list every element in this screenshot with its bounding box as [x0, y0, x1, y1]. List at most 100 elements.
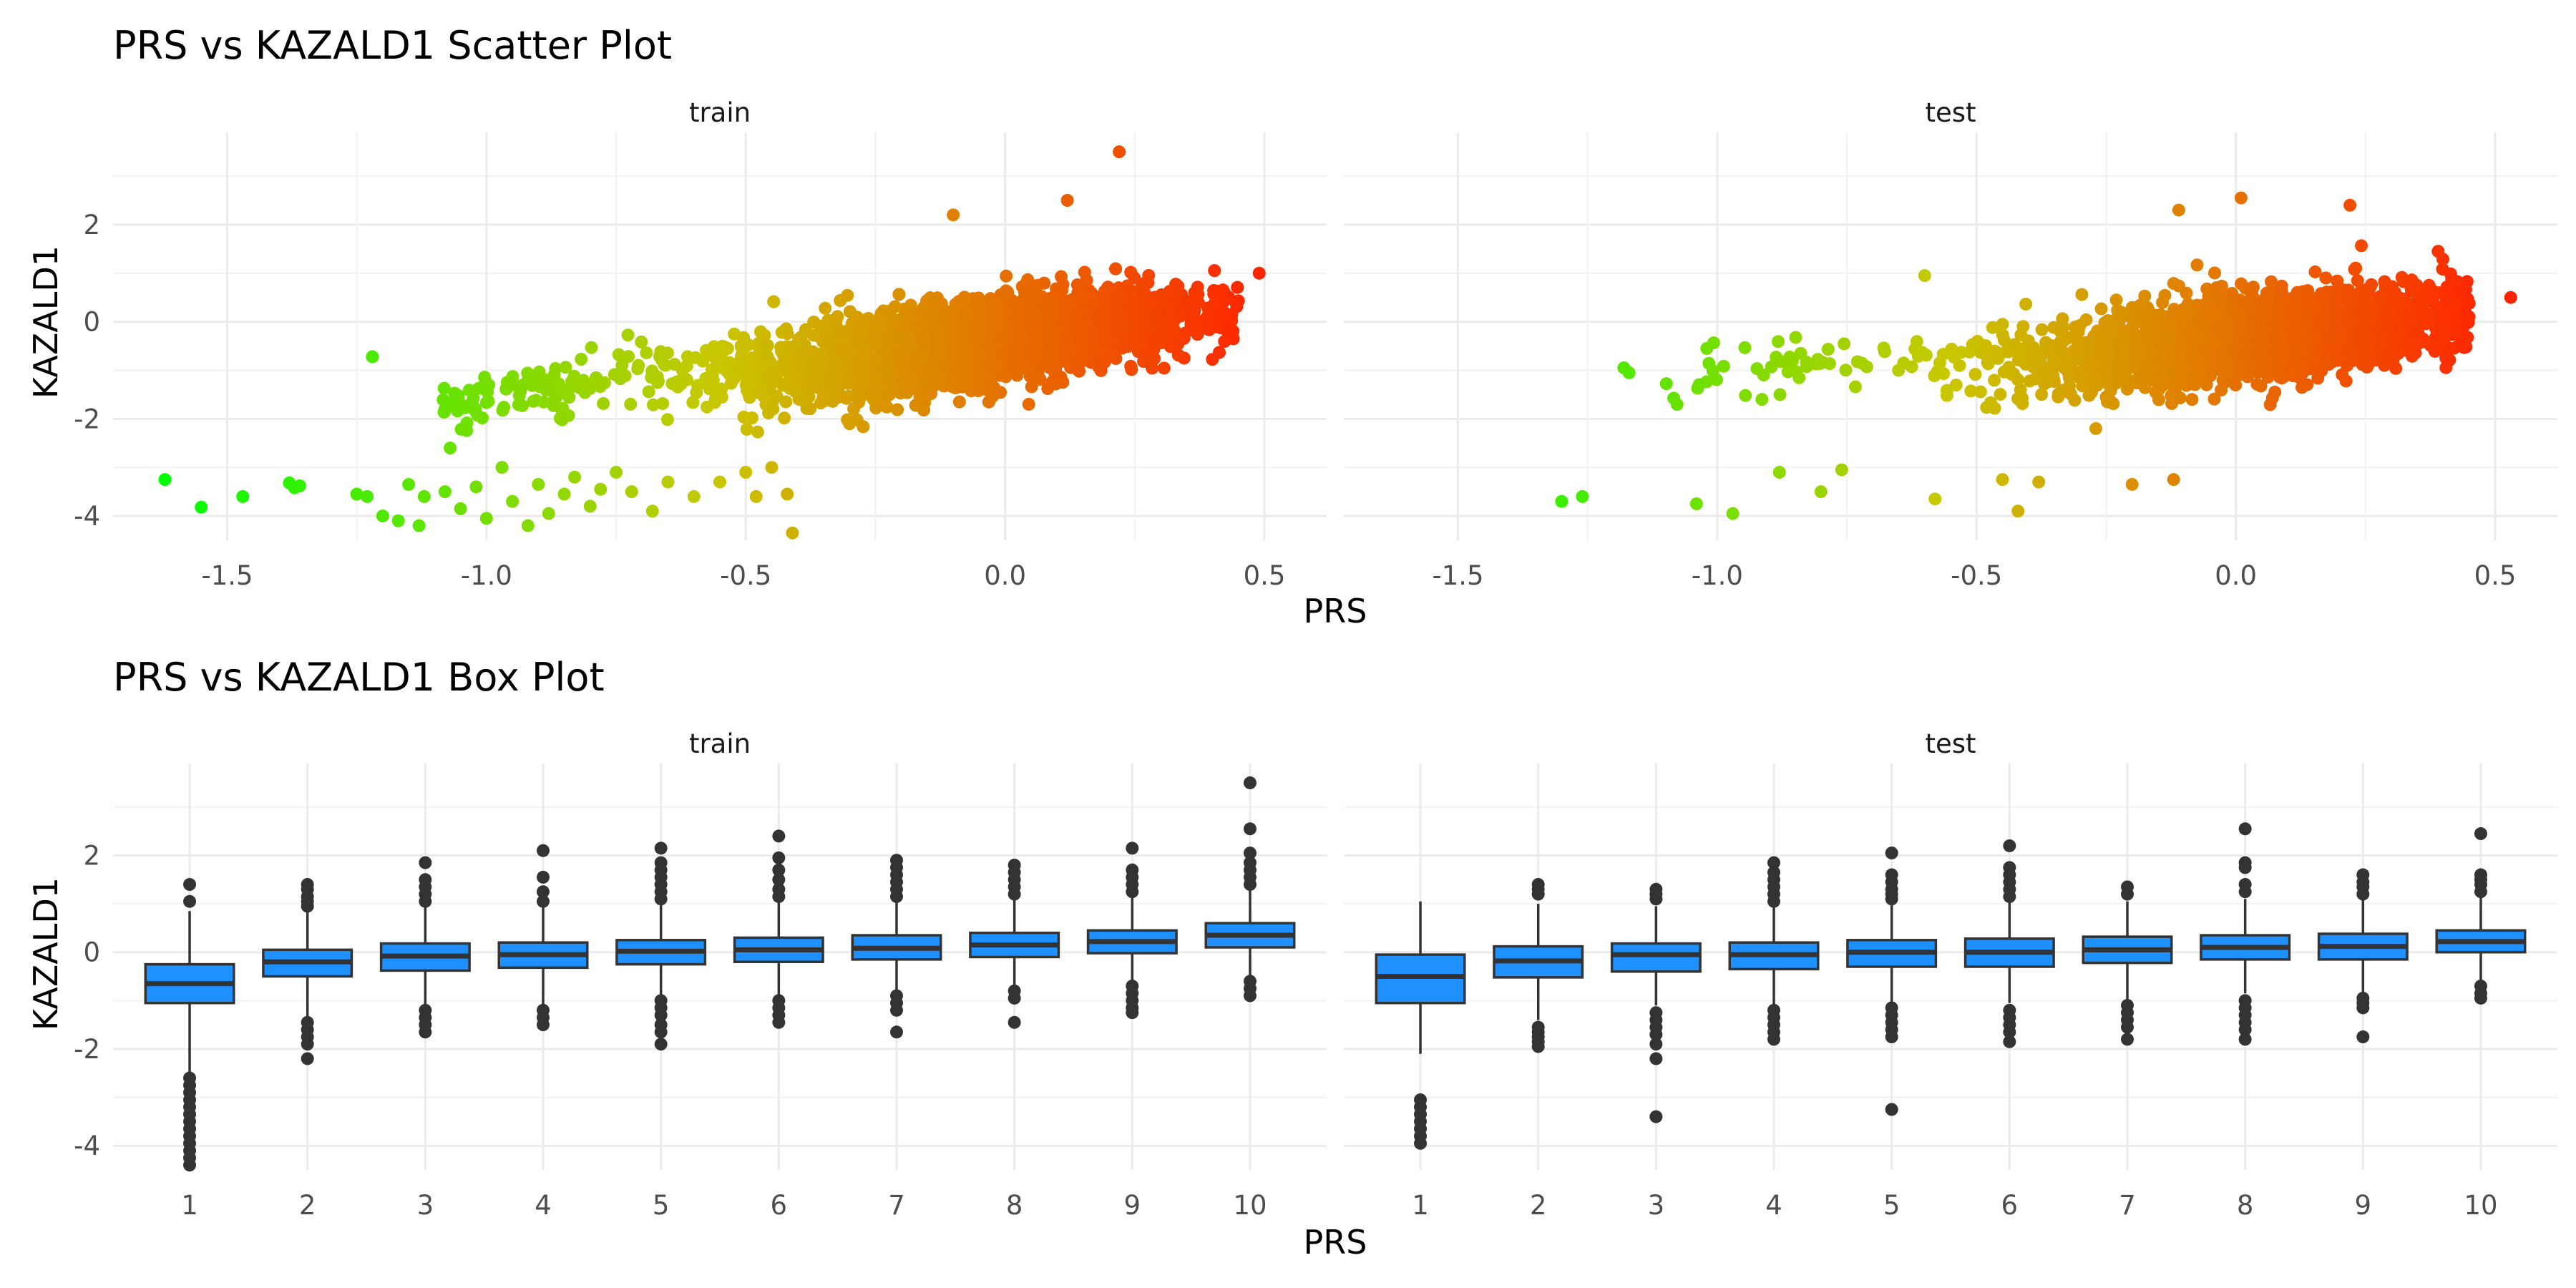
scatter-point [557, 383, 570, 396]
scatter-point [917, 404, 931, 417]
scatter-point [621, 328, 635, 342]
scatter-point [765, 461, 779, 474]
scatter-facet-test-label: test [1925, 97, 1976, 128]
scatter-point [714, 348, 728, 362]
scatter-point [1029, 333, 1043, 347]
scatter-x-tick-label: -0.5 [1951, 560, 2002, 591]
scatter-point [1022, 397, 1035, 411]
scatter-point [844, 323, 857, 337]
scatter-point [867, 392, 880, 406]
scatter-point [737, 410, 751, 424]
scatter-point [366, 350, 379, 364]
scatter-point [1046, 375, 1060, 389]
scatter-point [734, 339, 748, 353]
scatter-point [661, 475, 675, 489]
scatter-x-tick-label: -1.5 [1432, 560, 1483, 591]
scatter-point [852, 395, 866, 409]
scatter-point [872, 380, 886, 394]
scatter-point [594, 482, 608, 496]
scatter-point [831, 310, 844, 323]
scatter-point [1218, 306, 1231, 319]
scatter-x-tick-label: 0.5 [1244, 560, 1286, 591]
scatter-y-tick-label: -2 [74, 404, 100, 434]
scatter-point [957, 291, 971, 304]
scatter-point [1125, 363, 1138, 376]
scatter-point [1252, 266, 1266, 280]
scatter-point [361, 489, 374, 503]
scatter-point [1125, 311, 1138, 325]
scatter-x-tick-label: 0.0 [2215, 560, 2257, 591]
scatter-y-tick-label: -4 [74, 501, 100, 532]
scatter-point [779, 322, 793, 336]
scatter-point [1067, 343, 1080, 356]
scatter-point [774, 341, 788, 354]
scatter-point [980, 334, 993, 348]
scatter-point [934, 336, 947, 349]
scatter-point [1171, 348, 1185, 362]
scatter-point [819, 301, 832, 315]
scatter-point [957, 343, 970, 356]
scatter-point [613, 372, 627, 386]
scatter-point [789, 385, 802, 399]
scatter-point [1166, 328, 1180, 341]
scatter-point [985, 322, 999, 336]
scatter-point [506, 494, 519, 508]
scatter-point [1060, 194, 1074, 207]
scatter-point [1006, 344, 1020, 358]
scatter-point [1078, 290, 1091, 303]
scatter-point [593, 380, 607, 394]
scatter-point [972, 350, 986, 364]
scatter-point [542, 507, 555, 520]
scatter-point [502, 379, 516, 393]
scatter-point [583, 499, 597, 513]
scatter-point [1169, 293, 1182, 307]
scatter-point [615, 358, 629, 372]
scatter-point [1016, 332, 1030, 346]
scatter-point [947, 208, 960, 222]
scatter-point [1231, 280, 1244, 294]
scatter-y-tick-label: 0 [83, 307, 100, 338]
scatter-point [673, 374, 687, 387]
scatter-point [687, 489, 701, 503]
scatter-point [454, 502, 467, 515]
scatter-point [195, 500, 208, 514]
scatter-point [893, 338, 907, 352]
scatter-point [942, 360, 955, 374]
scatter-point [728, 327, 741, 341]
scatter-point [789, 339, 803, 353]
scatter-point [973, 300, 987, 313]
scatter-point [756, 389, 770, 403]
scatter-point [915, 331, 929, 344]
scatter-point [888, 300, 902, 313]
scatter-point [482, 378, 496, 391]
scatter-point [763, 369, 777, 383]
scatter-point [412, 519, 426, 532]
scatter-point [1226, 324, 1240, 338]
scatter-point [877, 344, 890, 358]
scatter-point [624, 397, 638, 411]
scatter-point [293, 479, 306, 492]
scatter-point [892, 288, 906, 301]
scatter-panel-test: -1.5 -1.0 -0.5 0.0 0.5 [1344, 132, 2557, 591]
scatter-point [751, 425, 764, 439]
scatter-point [834, 293, 847, 307]
scatter-point [438, 402, 452, 416]
scatter-point [680, 350, 694, 364]
scatter-point [645, 504, 659, 518]
scatter-point [935, 297, 948, 311]
scatter-y-tick-label: 2 [83, 210, 100, 240]
scatter-point [1191, 288, 1205, 301]
scatter-point [786, 526, 799, 540]
scatter-point [876, 363, 889, 376]
scatter-point [844, 364, 857, 378]
scatter-point [549, 362, 562, 376]
scatter-point [1017, 358, 1030, 371]
scatter-point [759, 339, 773, 353]
scatter-point [872, 325, 885, 338]
scatter-point [854, 326, 868, 340]
scatter-point [1065, 293, 1078, 307]
scatter-point [568, 470, 582, 484]
scatter-point [919, 366, 933, 380]
scatter-point [997, 304, 1010, 318]
scatter-point [972, 384, 985, 398]
